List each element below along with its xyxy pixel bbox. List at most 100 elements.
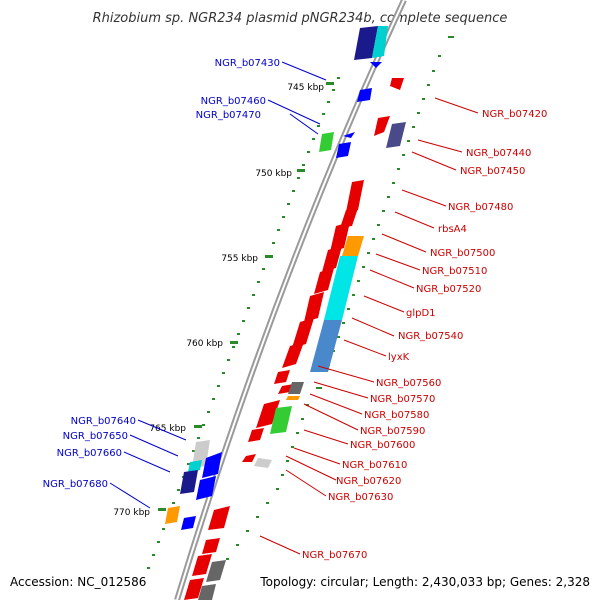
gene-label-ngr-b07510[interactable]: NGR_b07510 [422,266,487,277]
leader-line [303,429,349,445]
gene-label-ngr-b07500[interactable]: NGR_b07500 [430,248,495,259]
gene-arrow [292,318,314,348]
gene-label-ngr-b07450[interactable]: NGR_b07450 [460,166,525,177]
leader-line [434,97,479,114]
leader-line [417,139,463,153]
gene-arrow [248,428,264,442]
gene-label-ngr-b07480[interactable]: NGR_b07480 [448,202,513,213]
leader-lines-right [259,97,479,555]
gene-block [319,132,334,152]
leader-line [351,317,395,337]
gene-arrow [336,142,351,158]
leader-line [129,434,179,457]
left-gene-labels: NGR_b07430 NGR_b07460 NGR_b07470 NGR_b07… [43,58,280,490]
gene-label-ngr-b07600[interactable]: NGR_b07600 [350,440,415,451]
gene-label-ngr-b07650[interactable]: NGR_b07650 [63,431,128,442]
gene-block [286,396,300,400]
gene-label-ngr-b07590[interactable]: NGR_b07590 [360,426,425,437]
gene-label-ngr-b07430[interactable]: NGR_b07430 [215,58,280,69]
tick-label-765: 765 kbp [149,424,186,434]
tick-label-770: 770 kbp [113,508,150,518]
kbp-scale: 745 kbp 750 kbp 755 kbp 760 kbp 765 kbp … [113,82,334,518]
gene-arrow [181,516,196,530]
gene-arrow [202,538,220,554]
tick-mark [326,82,334,85]
gene-label-glpd1[interactable]: glpD1 [406,308,436,319]
tick-dots-left [147,77,340,569]
gene-arrow [343,132,355,138]
leader-line [363,295,405,313]
right-gene-labels: NGR_b07420 NGR_b07440 NGR_b07450 NGR_b07… [302,109,547,561]
gene-block [270,406,292,434]
gene-label-ngr-b07560[interactable]: NGR_b07560 [376,378,441,389]
leader-line [259,535,301,555]
gene-arrow [242,454,256,462]
leader-line [123,451,171,473]
gene-label-ngr-b07620[interactable]: NGR_b07620 [336,476,401,487]
gene-label-ngr-b07460[interactable]: NGR_b07460 [201,96,266,107]
gene-label-ngr-b07660[interactable]: NGR_b07660 [57,448,122,459]
tick-label-745: 745 kbp [287,83,324,93]
gene-arrow [314,268,334,294]
map-title: Rhizobium sp. NGR234 plasmid pNGR234b, c… [93,11,508,26]
gene-arrow [330,222,350,252]
leader-line [289,113,319,135]
gene-block [165,506,180,524]
gene-label-lyxk[interactable]: lyxK [388,352,410,363]
gene-label-ngr-b07640[interactable]: NGR_b07640 [71,416,136,427]
tick-mark [265,255,273,258]
gene-block [188,460,202,472]
leader-line [317,365,375,383]
gene-label-ngr-b07580[interactable]: NGR_b07580 [364,410,429,421]
gene-block [180,470,198,494]
gene-arrow [184,578,204,600]
gene-label-ngr-b07610[interactable]: NGR_b07610 [342,460,407,471]
tick-label-760: 760 kbp [186,339,223,349]
tick-label-750: 750 kbp [255,169,292,179]
gene-arrow [357,88,372,102]
backbone-ring [174,0,407,600]
gene-block [354,26,378,60]
gene-block [254,458,272,468]
gene-block [372,26,388,58]
topology-text: Topology: circular; Length: 2,430,033 bp… [259,575,590,589]
leader-line [137,419,187,441]
gene-block [386,122,406,148]
tick-mark [230,341,238,344]
gene-label-ngr-b07440[interactable]: NGR_b07440 [466,148,531,159]
leader-line [394,211,435,229]
gene-label-ngr-b07420[interactable]: NGR_b07420 [482,109,547,120]
leader-line [401,189,447,207]
gene-arrow [340,208,358,228]
leader-line [281,61,327,81]
gene-label-ngr-b07570[interactable]: NGR_b07570 [370,394,435,405]
tick-dots-right [216,36,454,574]
leader-line [343,339,387,357]
leader-line [381,233,427,253]
accession-text: Accession: NC_012586 [10,575,146,589]
gene-block [310,320,342,372]
gene-block [324,256,358,320]
gene-arrow [304,292,324,322]
tick-label-755: 755 kbp [221,254,258,264]
gene-label-ngr-b07680[interactable]: NGR_b07680 [43,479,108,490]
gene-block [288,382,304,394]
gene-label-ngr-b07520[interactable]: NGR_b07520 [416,284,481,295]
gene-arrow [390,78,404,90]
leader-line [309,393,363,415]
gene-label-ngr-b07630[interactable]: NGR_b07630 [328,492,393,503]
gene-arrow [322,246,342,272]
leader-line [267,99,321,125]
leader-line [375,253,421,271]
gene-arrow [374,116,390,136]
gene-label-rbsa4[interactable]: rbsA4 [438,224,467,235]
gene-block [198,584,216,600]
leader-line [109,482,151,509]
gene-label-ngr-b07540[interactable]: NGR_b07540 [398,331,463,342]
gene-arrow [346,180,364,212]
gene-arrow [256,400,280,428]
gene-label-ngr-b07470[interactable]: NGR_b07470 [196,110,261,121]
gene-arrow [192,554,212,576]
gene-label-ngr-b07670[interactable]: NGR_b07670 [302,550,367,561]
